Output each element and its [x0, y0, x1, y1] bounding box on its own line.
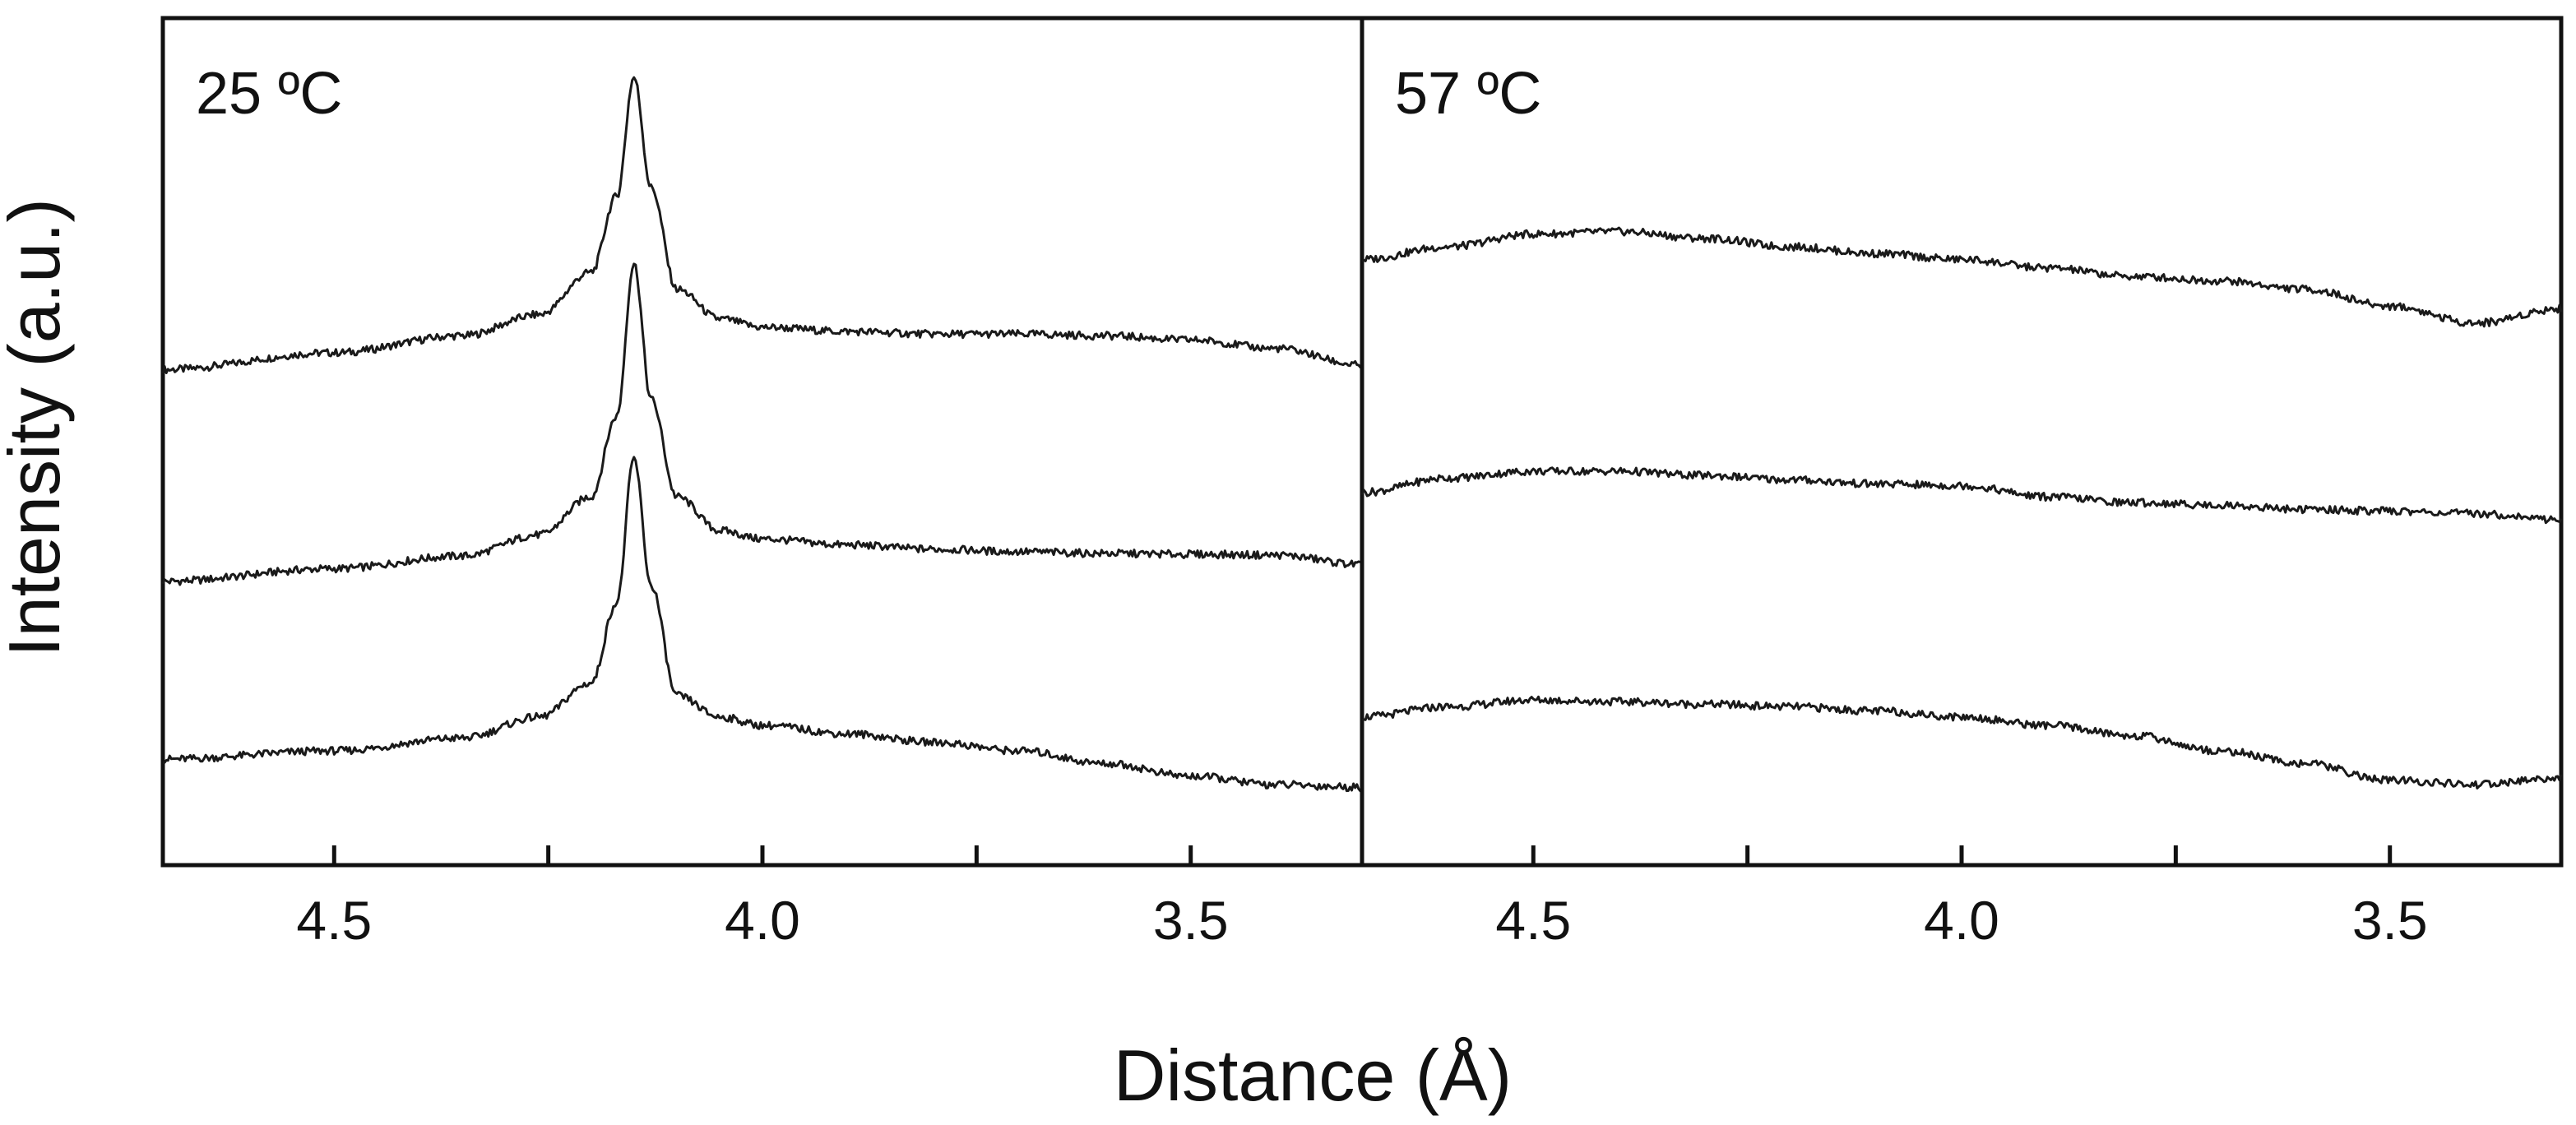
series-line-1: [161, 76, 1364, 374]
x-tick-label: 3.5: [1153, 890, 1229, 951]
series-line-2: [1360, 466, 2563, 525]
panel-57c: 4.5 4.0 3.5 57 ºC: [1360, 16, 2564, 951]
panel-25c: 4.5 4.0 3.5 25 ºC: [160, 16, 1364, 951]
x-tick-label: 4.5: [1495, 890, 1571, 951]
series-line-1: [1361, 226, 2563, 328]
panel-title: 57 ºC: [1395, 61, 1541, 127]
x-axis-label: Distance (Å): [1114, 1035, 1512, 1116]
y-axis-label: Intensity (a.u.): [0, 198, 75, 657]
series-line-2: [161, 262, 1363, 586]
x-tick-label: 4.0: [725, 890, 800, 951]
x-tick-label: 4.5: [296, 890, 372, 951]
x-tick-label: 3.5: [2352, 890, 2428, 951]
panel-title: 25 ºC: [196, 61, 342, 127]
plot-frame: [160, 16, 1364, 868]
series-line-3: [1361, 695, 2563, 789]
series-line-3: [162, 456, 1363, 793]
x-tick-label: 4.0: [1924, 890, 1999, 951]
plot-frame: [1360, 16, 2564, 868]
